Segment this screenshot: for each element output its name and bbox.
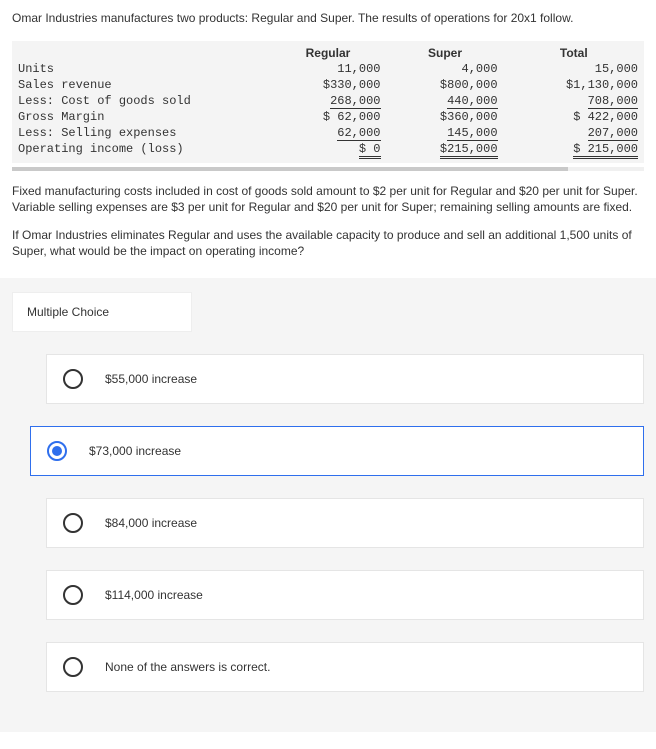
financial-table-wrap: Regular Super Total Units11,0004,00015,0… bbox=[12, 41, 644, 163]
multiple-choice-title: Multiple Choice bbox=[12, 292, 192, 332]
mc-option[interactable]: $55,000 increase bbox=[46, 354, 644, 404]
radio-icon bbox=[47, 441, 67, 461]
cell-total: 15,000 bbox=[504, 61, 644, 77]
cell-regular: 268,000 bbox=[269, 93, 386, 109]
table-row: Gross Margin$ 62,000$360,000$ 422,000 bbox=[12, 109, 644, 125]
financial-table: Regular Super Total Units11,0004,00015,0… bbox=[12, 45, 644, 157]
radio-icon bbox=[63, 657, 83, 677]
option-label: $55,000 increase bbox=[105, 372, 197, 386]
cell-super: $215,000 bbox=[387, 141, 504, 157]
option-label: $73,000 increase bbox=[89, 444, 181, 458]
col-regular: Regular bbox=[269, 45, 386, 61]
row-label: Gross Margin bbox=[12, 109, 269, 125]
cell-total: 207,000 bbox=[504, 125, 644, 141]
cell-super: 145,000 bbox=[387, 125, 504, 141]
question-intro: Omar Industries manufactures two product… bbox=[12, 10, 644, 27]
divider bbox=[12, 167, 644, 171]
mc-option[interactable]: $114,000 increase bbox=[46, 570, 644, 620]
mc-option[interactable]: $84,000 increase bbox=[46, 498, 644, 548]
radio-icon bbox=[63, 513, 83, 533]
cell-regular: $330,000 bbox=[269, 77, 386, 93]
mc-option[interactable]: None of the answers is correct. bbox=[46, 642, 644, 692]
row-label: Less: Cost of goods sold bbox=[12, 93, 269, 109]
radio-icon bbox=[63, 585, 83, 605]
cell-regular: $ 0 bbox=[269, 141, 386, 157]
question-block: Omar Industries manufactures two product… bbox=[0, 0, 656, 278]
row-label: Less: Selling expenses bbox=[12, 125, 269, 141]
options-list: $55,000 increase $73,000 increase $84,000 … bbox=[12, 354, 644, 692]
cell-regular: 62,000 bbox=[269, 125, 386, 141]
cell-super: 440,000 bbox=[387, 93, 504, 109]
table-row: Units11,0004,00015,000 bbox=[12, 61, 644, 77]
row-label: Sales revenue bbox=[12, 77, 269, 93]
mc-option[interactable]: $73,000 increase bbox=[30, 426, 644, 476]
cell-total: $ 422,000 bbox=[504, 109, 644, 125]
cell-super: $360,000 bbox=[387, 109, 504, 125]
cell-super: $800,000 bbox=[387, 77, 504, 93]
col-total: Total bbox=[504, 45, 644, 61]
cell-regular: 11,000 bbox=[269, 61, 386, 77]
option-label: $84,000 increase bbox=[105, 516, 197, 530]
col-super: Super bbox=[387, 45, 504, 61]
row-label: Operating income (loss) bbox=[12, 141, 269, 157]
radio-icon bbox=[63, 369, 83, 389]
table-body: Units11,0004,00015,000Sales revenue$330,… bbox=[12, 61, 644, 157]
row-label: Units bbox=[12, 61, 269, 77]
table-row: Less: Selling expenses62,000145,000207,0… bbox=[12, 125, 644, 141]
cell-total: 708,000 bbox=[504, 93, 644, 109]
cell-super: 4,000 bbox=[387, 61, 504, 77]
option-label: $114,000 increase bbox=[105, 588, 203, 602]
question-para-3: If Omar Industries eliminates Regular an… bbox=[12, 227, 644, 259]
cell-total: $ 215,000 bbox=[504, 141, 644, 157]
cell-regular: $ 62,000 bbox=[269, 109, 386, 125]
question-para-2: Fixed manufacturing costs included in co… bbox=[12, 183, 644, 215]
option-label: None of the answers is correct. bbox=[105, 660, 270, 674]
col-blank bbox=[12, 45, 269, 61]
multiple-choice-area: Multiple Choice $55,000 increase $73,000 … bbox=[0, 278, 656, 732]
cell-total: $1,130,000 bbox=[504, 77, 644, 93]
table-row: Less: Cost of goods sold268,000440,00070… bbox=[12, 93, 644, 109]
table-row: Operating income (loss)$ 0$215,000$ 215,… bbox=[12, 141, 644, 157]
table-row: Sales revenue$330,000$800,000$1,130,000 bbox=[12, 77, 644, 93]
